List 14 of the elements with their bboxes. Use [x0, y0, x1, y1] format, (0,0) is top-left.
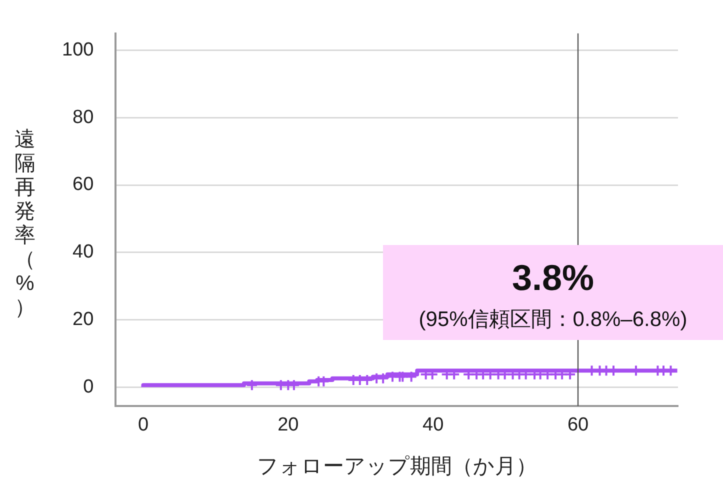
- annotation: 3.8%: [510, 257, 596, 299]
- y-axis-title: 遠隔再発率（%）: [14, 128, 36, 320]
- y-tick-label: 100: [62, 39, 94, 60]
- y-tick-label: 40: [72, 242, 94, 263]
- x-tick-label: 0: [138, 414, 149, 436]
- x-tick-label: 20: [278, 414, 299, 436]
- y-tick-label: 80: [72, 106, 94, 128]
- x-axis-title: フォローアップ期間（か月）: [256, 455, 537, 478]
- y-tick-label: 0: [83, 376, 94, 398]
- y-tick-label: 20: [72, 308, 94, 330]
- y-tick-label: 60: [72, 174, 94, 196]
- x-tick-label: 40: [422, 414, 444, 436]
- annotation: (95%信頼区間：0.8%–6.8%): [418, 307, 688, 333]
- x-tick-label: 60: [567, 414, 589, 436]
